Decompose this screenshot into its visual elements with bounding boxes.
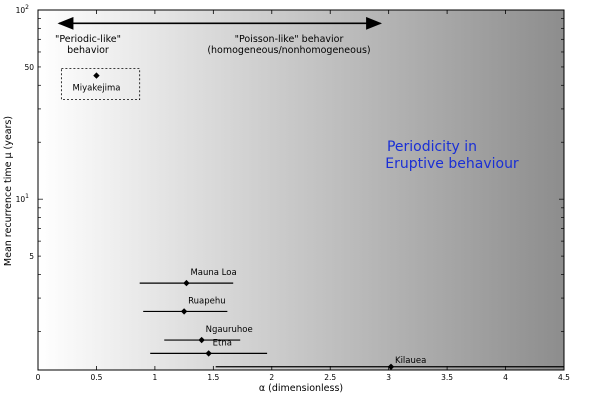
y-tick-label: 50 <box>24 63 34 72</box>
data-marker <box>183 279 190 287</box>
y-tick-label: 5 <box>29 252 34 261</box>
x-tick-label: 0.5 <box>90 373 102 382</box>
overlay-text-line2: Eruptive behaviour <box>385 156 519 172</box>
miyakejima-box <box>60 68 141 101</box>
x-tick-label: 2.5 <box>324 373 336 382</box>
y-tick-label: 101 <box>16 193 30 204</box>
point-label: Ruapehu <box>188 296 226 306</box>
poisson-annotation-line1: "Poisson-like" behavior <box>235 34 344 45</box>
point-kilauea: Kilauea <box>215 356 564 370</box>
plot-background <box>38 10 564 370</box>
point-label: Kilauea <box>395 356 426 366</box>
point-miyakejima: Miyakejima <box>60 68 141 101</box>
x-tick-label: 4.5 <box>558 373 570 382</box>
x-tick-label: 1.5 <box>207 373 219 382</box>
x-tick-label: 0 <box>36 373 41 382</box>
plot-frame <box>37 9 565 371</box>
x-tick-label: 1 <box>152 373 157 382</box>
x-tick-label: 3.5 <box>441 373 453 382</box>
point-etna: Etna <box>150 338 268 357</box>
point-ruapehu: Ruapehu <box>143 296 228 315</box>
periodic-annotation-line1: "Periodic-like" <box>55 34 121 45</box>
point-mauna-loa: Mauna Loa <box>139 268 237 287</box>
data-points: Miyakejima Mauna Loa Ruapehu Ngauruhoe Etna K… <box>60 68 564 370</box>
axis-ticks <box>37 9 565 370</box>
x-tick-labels: 0 0.5 1 1.5 2 2.5 3 3.5 4 4.5 <box>36 373 571 382</box>
y-axis-label: Mean recurrence time μ (years) <box>3 116 14 266</box>
x-tick-label: 4 <box>503 373 508 382</box>
overlay-text-line1: Periodicity in <box>387 139 477 155</box>
data-marker <box>205 350 212 357</box>
point-label: Mauna Loa <box>190 268 236 278</box>
periodic-annotation-line2: behavior <box>67 45 109 56</box>
point-label: Miyakejima <box>72 84 120 94</box>
y-tick-label: 102 <box>16 4 30 15</box>
point-label: Etna <box>213 338 232 348</box>
x-tick-label: 3 <box>386 373 391 382</box>
x-tick-label: 2 <box>269 373 274 382</box>
poisson-annotation-line2: (homogeneous/nonhomogeneous) <box>207 45 370 56</box>
data-marker <box>93 72 100 79</box>
data-marker <box>180 308 188 315</box>
point-ngauruhoe: Ngauruhoe <box>164 325 253 344</box>
y-tick-labels: 102 50 101 5 <box>16 4 35 261</box>
x-axis-label: α (dimensionless) <box>259 383 343 394</box>
data-marker <box>198 336 205 344</box>
point-label: Ngauruhoe <box>206 325 253 335</box>
data-marker <box>387 363 395 370</box>
